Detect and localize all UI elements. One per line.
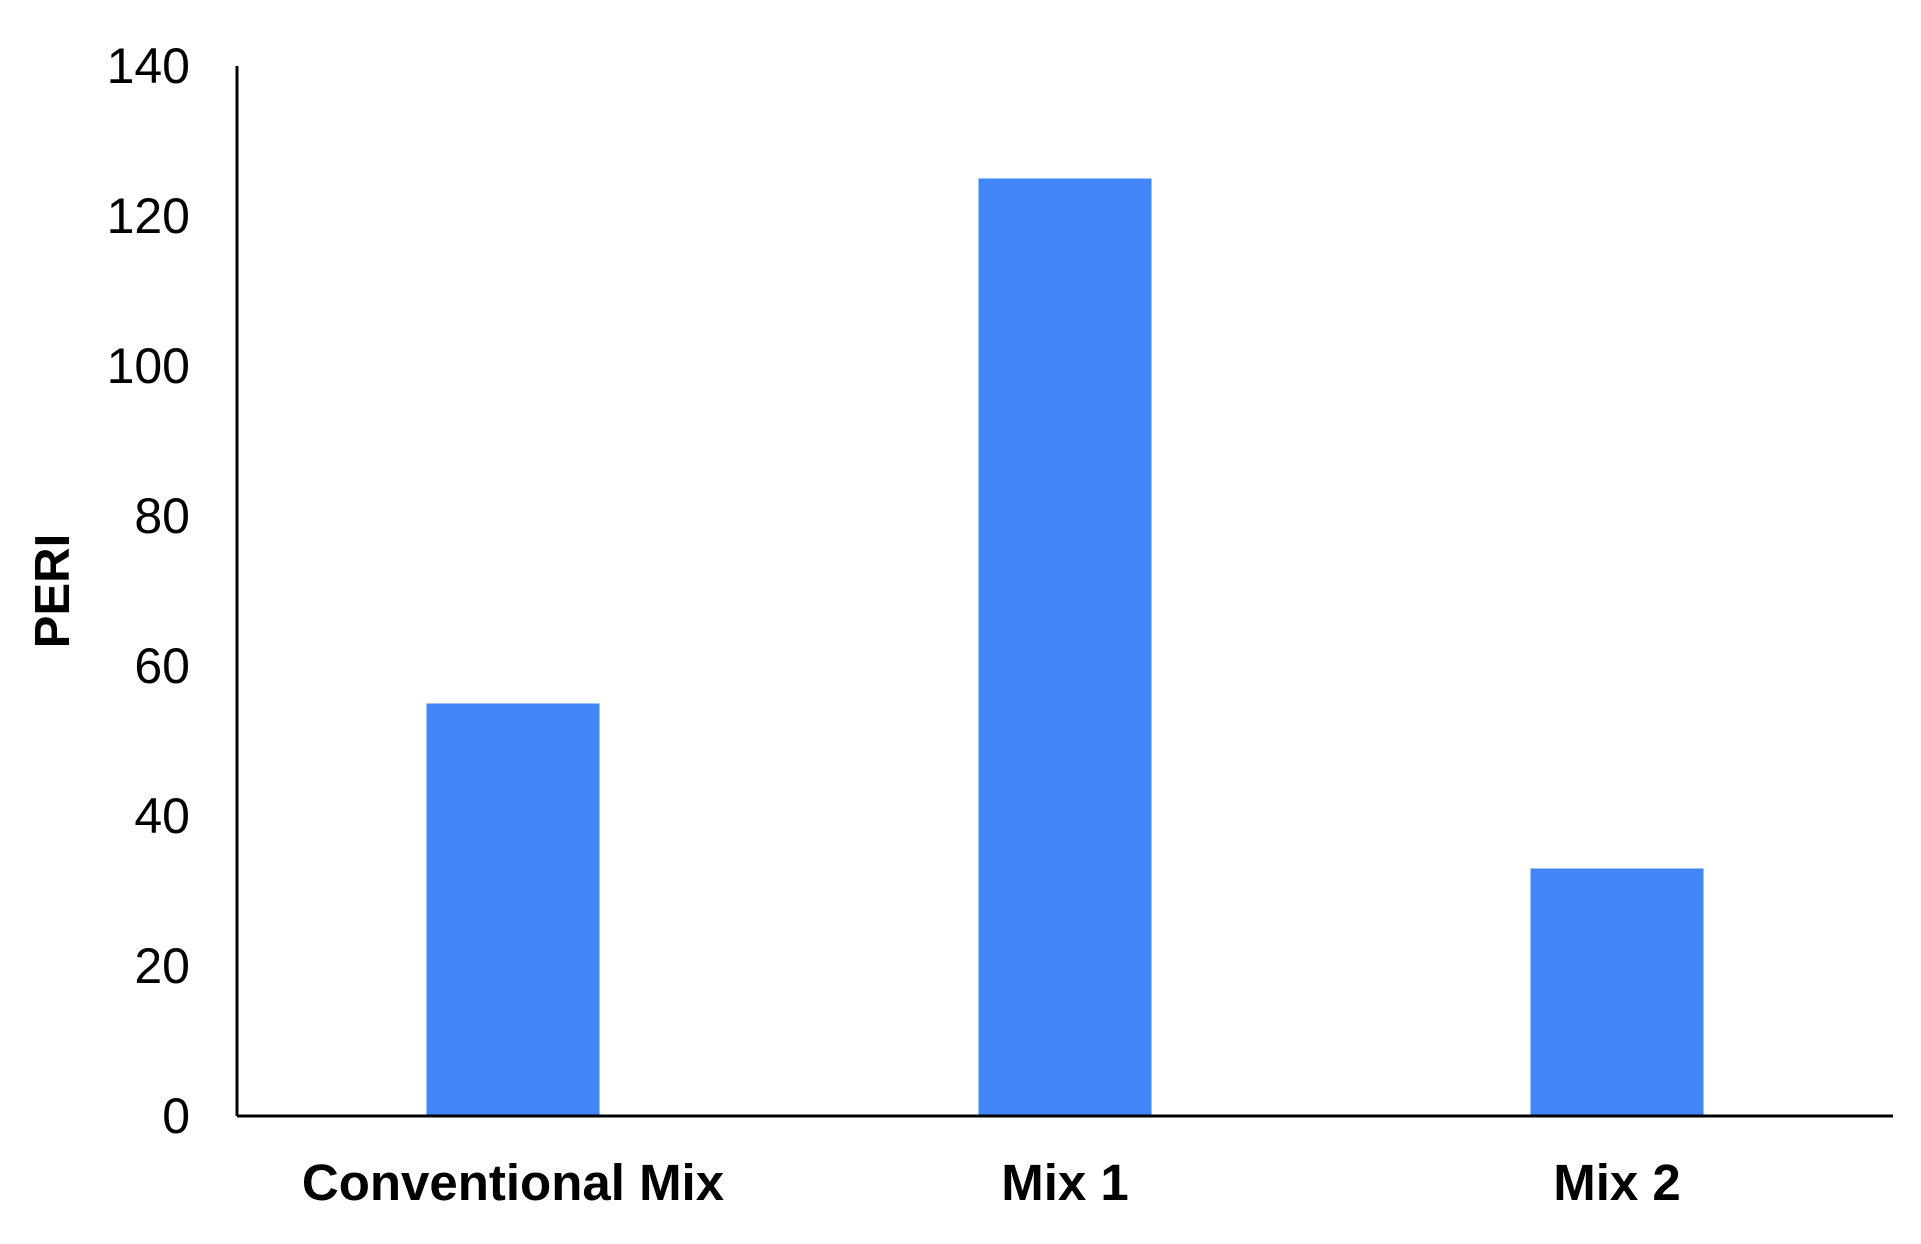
bar (978, 178, 1152, 1116)
bar (1530, 868, 1704, 1116)
y-tick-label: 140 (107, 38, 190, 94)
y-tick-label: 40 (134, 788, 190, 844)
x-axis-labels: Conventional Mix Mix 1 Mix 2 (302, 1154, 1681, 1211)
bars-layer (426, 178, 1704, 1116)
y-tick-label: 20 (134, 938, 190, 994)
y-tick-label: 80 (134, 488, 190, 544)
y-axis-ticks: 0 20 40 60 80 100 120 140 (107, 38, 190, 1144)
x-category-label: Conventional Mix (302, 1154, 724, 1211)
x-category-label: Mix 1 (1001, 1154, 1129, 1211)
y-axis-title: PERI (26, 534, 80, 648)
y-tick-label: 0 (162, 1088, 190, 1144)
y-tick-label: 60 (134, 638, 190, 694)
x-category-label: Mix 2 (1553, 1154, 1681, 1211)
bar (426, 703, 600, 1116)
y-tick-label: 100 (107, 338, 190, 394)
y-tick-label: 120 (107, 188, 190, 244)
